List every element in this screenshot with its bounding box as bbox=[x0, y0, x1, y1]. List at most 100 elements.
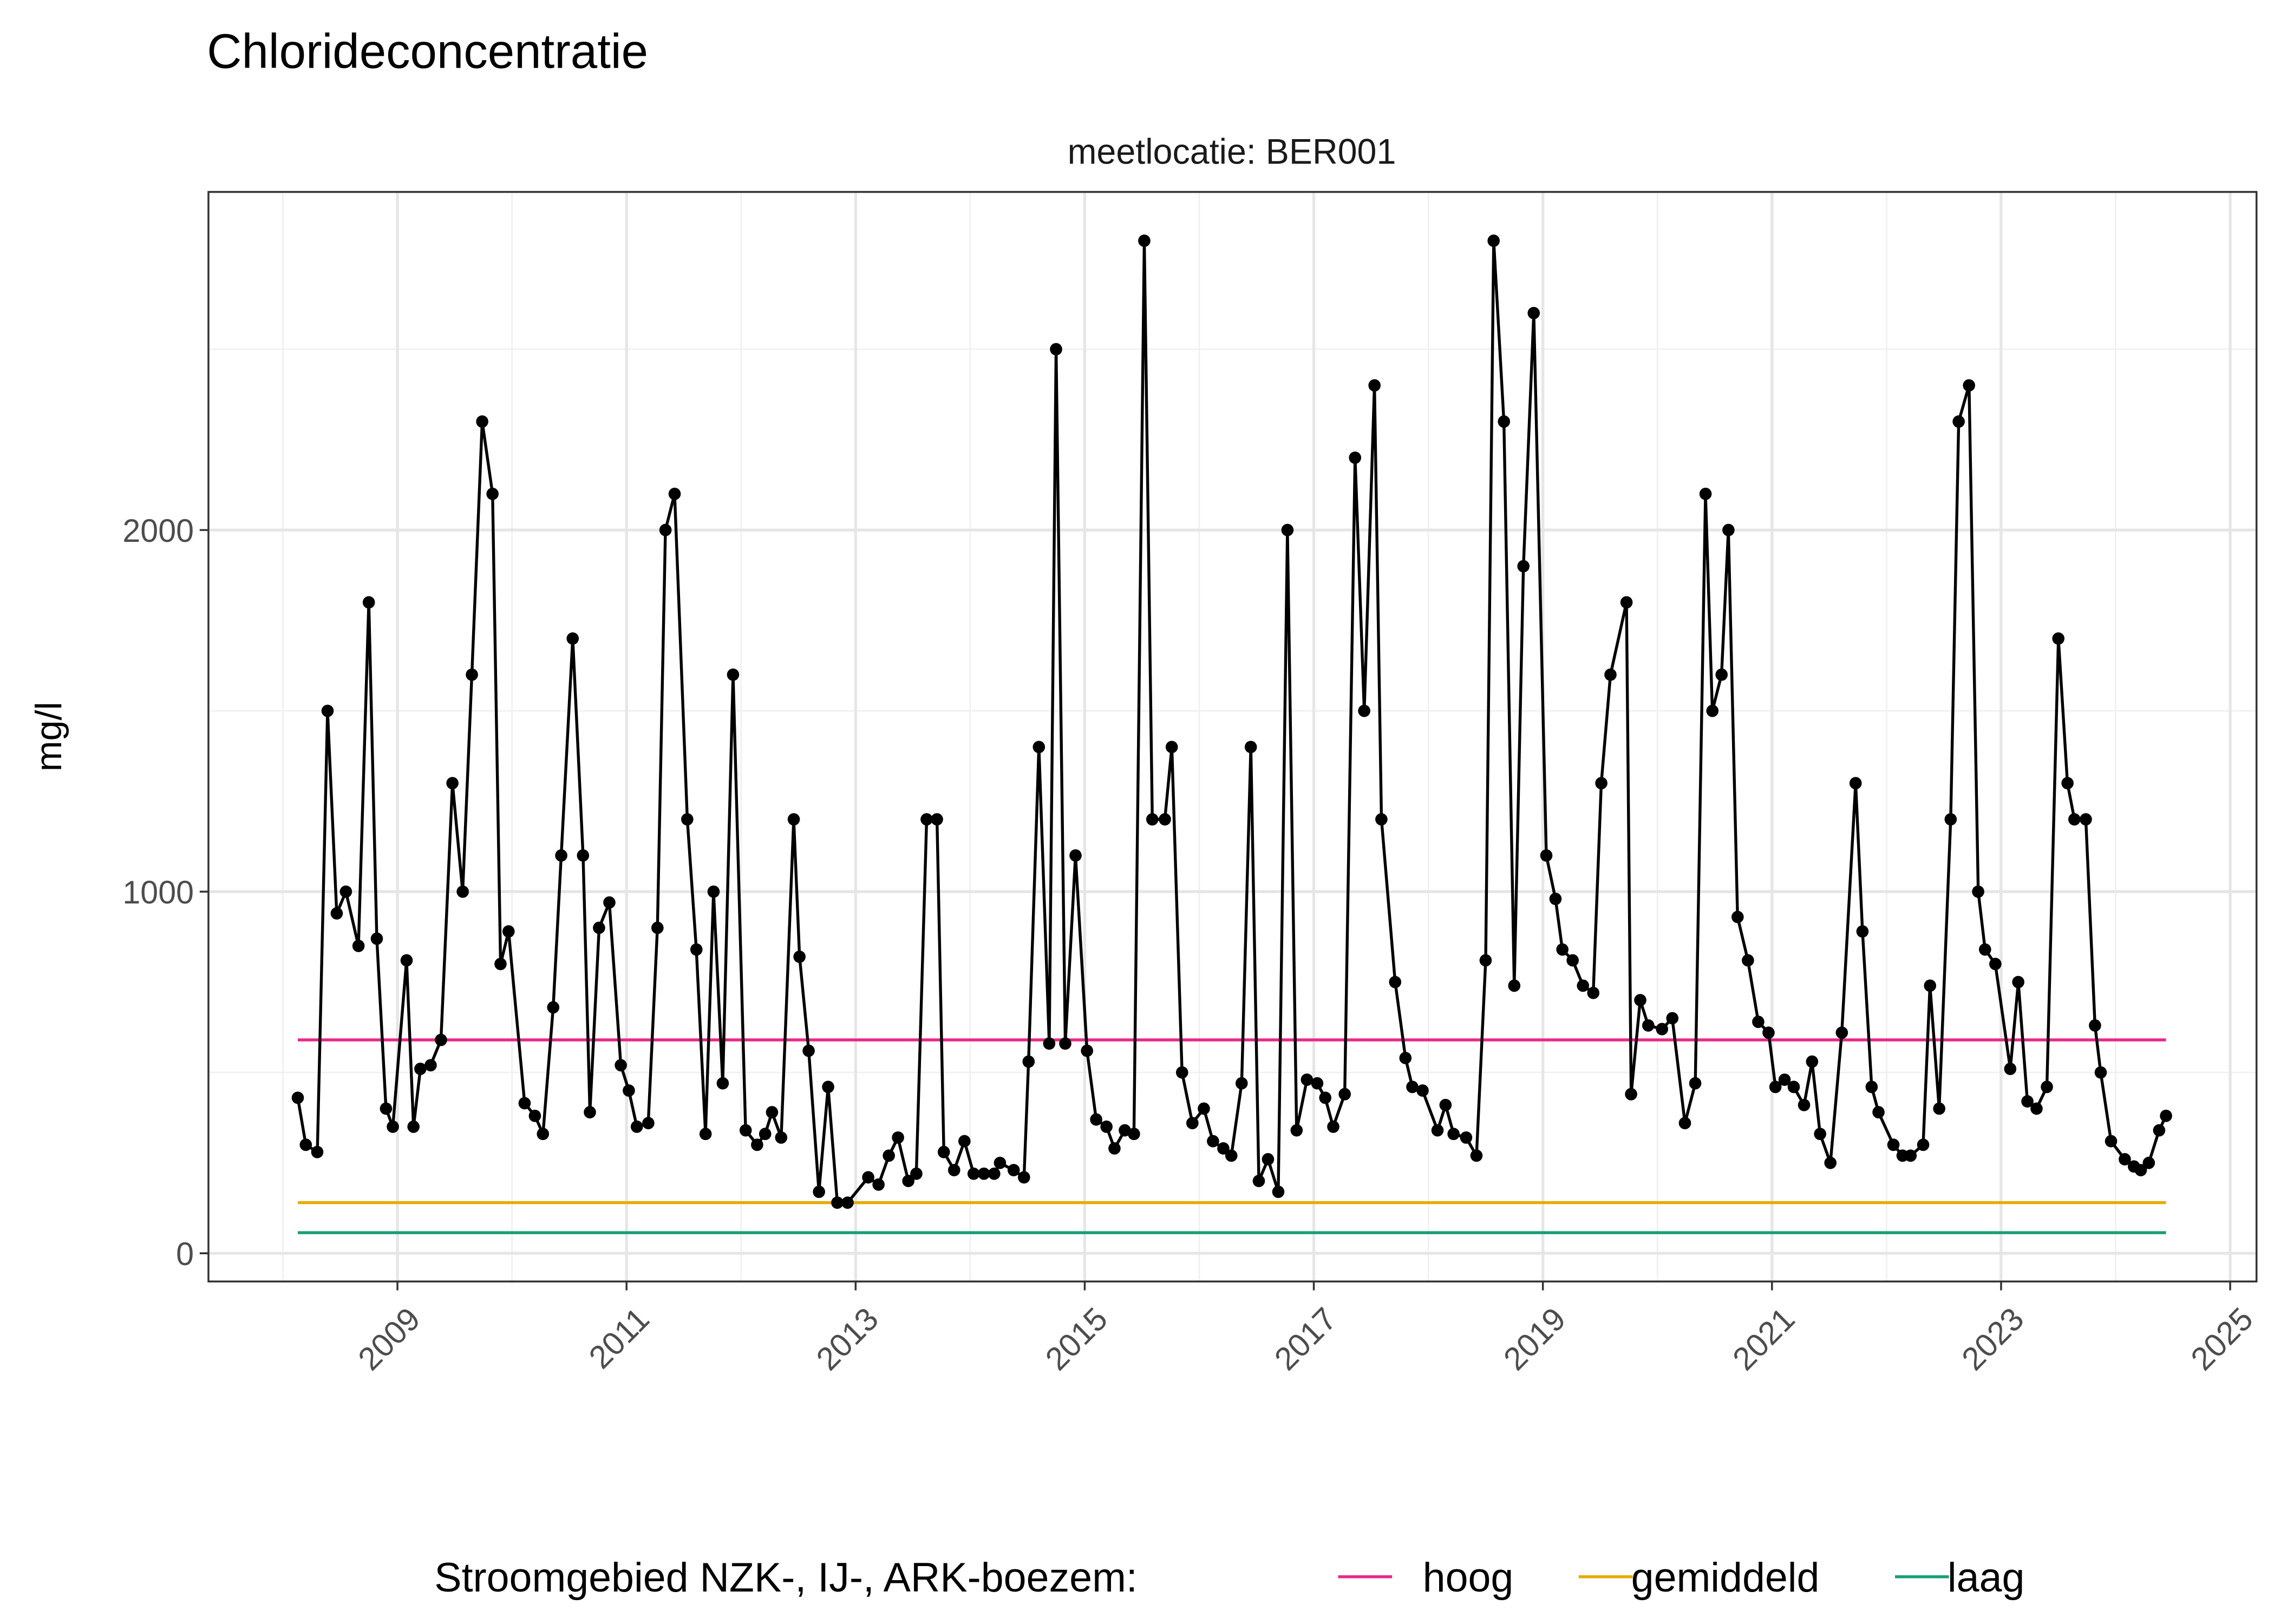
data-point bbox=[1656, 1023, 1669, 1036]
data-point bbox=[1849, 777, 1862, 790]
data-point bbox=[1706, 704, 1719, 717]
data-point bbox=[494, 958, 507, 971]
data-point bbox=[1311, 1077, 1324, 1090]
data-point bbox=[623, 1084, 635, 1097]
data-point bbox=[1175, 1066, 1188, 1079]
x-tick-label: 2009 bbox=[351, 1300, 427, 1377]
data-point bbox=[1752, 1016, 1765, 1029]
data-point bbox=[1431, 1124, 1444, 1137]
data-point bbox=[566, 632, 579, 645]
data-point bbox=[321, 704, 334, 717]
data-point bbox=[1978, 943, 1991, 956]
data-point bbox=[775, 1131, 788, 1144]
legend-label-laag: laag bbox=[1948, 1555, 2024, 1601]
data-point bbox=[920, 813, 933, 826]
data-point bbox=[681, 813, 694, 826]
data-point bbox=[1439, 1098, 1452, 1111]
data-point bbox=[1722, 523, 1735, 536]
data-point bbox=[1715, 668, 1728, 681]
data-point bbox=[1022, 1055, 1035, 1068]
x-tick-label: 2015 bbox=[1038, 1300, 1114, 1377]
data-point bbox=[1207, 1135, 1219, 1148]
data-point bbox=[1806, 1055, 1819, 1068]
data-point bbox=[1479, 954, 1492, 967]
data-point bbox=[1389, 975, 1402, 988]
legend-label-hoog: hoog bbox=[1423, 1555, 1514, 1601]
data-point bbox=[1904, 1149, 1917, 1162]
data-point bbox=[387, 1120, 399, 1133]
data-point bbox=[456, 885, 469, 898]
chart-title: Chlorideconcentratie bbox=[207, 24, 648, 78]
data-point bbox=[1517, 560, 1530, 573]
data-point bbox=[1887, 1138, 1900, 1151]
legend: Stroomgebied NZK-, IJ-, ARK-boezem: hoog… bbox=[434, 1555, 2024, 1601]
data-point bbox=[1159, 813, 1171, 826]
data-point bbox=[892, 1131, 904, 1144]
data-point bbox=[1587, 986, 1600, 999]
y-tick-label: 1000 bbox=[122, 874, 194, 911]
data-point bbox=[1933, 1102, 1945, 1115]
data-point bbox=[902, 1175, 914, 1188]
data-point bbox=[937, 1145, 950, 1158]
data-point bbox=[1447, 1128, 1460, 1141]
data-point bbox=[1186, 1117, 1199, 1130]
data-point bbox=[1470, 1149, 1483, 1162]
data-point bbox=[555, 849, 567, 862]
data-point bbox=[1119, 1124, 1131, 1137]
data-point bbox=[1824, 1156, 1837, 1169]
y-axis-title: mg/l bbox=[29, 702, 69, 772]
data-point bbox=[1252, 1175, 1265, 1188]
data-point bbox=[1778, 1073, 1791, 1086]
x-tick-label: 2017 bbox=[1267, 1300, 1343, 1377]
data-point bbox=[2021, 1095, 2034, 1108]
data-point bbox=[1549, 893, 1562, 905]
data-point bbox=[2153, 1124, 2166, 1137]
data-point bbox=[1059, 1037, 1071, 1050]
data-point bbox=[1198, 1102, 1210, 1115]
data-point bbox=[1540, 849, 1553, 862]
data-point bbox=[1217, 1142, 1230, 1155]
data-point bbox=[1872, 1106, 1885, 1119]
data-point bbox=[380, 1102, 393, 1115]
data-point bbox=[931, 813, 943, 826]
axes: 2009 2011 2013 2015 2017 2019 2021 2023 2025 0 100… bbox=[122, 513, 2259, 1378]
data-point bbox=[872, 1178, 885, 1191]
data-point bbox=[759, 1128, 772, 1141]
data-point bbox=[2068, 813, 2081, 826]
data-point bbox=[1595, 777, 1608, 790]
data-point bbox=[1769, 1081, 1782, 1093]
data-point bbox=[958, 1135, 971, 1148]
data-point bbox=[291, 1091, 304, 1104]
data-point bbox=[1666, 1012, 1679, 1025]
x-tick-label: 2025 bbox=[2184, 1300, 2259, 1377]
x-tick-label: 2011 bbox=[582, 1300, 656, 1376]
data-point bbox=[2160, 1109, 2172, 1122]
data-point bbox=[1338, 1088, 1351, 1101]
data-point bbox=[2105, 1135, 2118, 1148]
data-point bbox=[2089, 1019, 2101, 1032]
data-point bbox=[1989, 958, 2002, 971]
data-point bbox=[988, 1167, 1001, 1180]
data-point bbox=[1081, 1044, 1093, 1057]
y-tick-label: 0 bbox=[176, 1236, 194, 1272]
data-point bbox=[1487, 234, 1500, 247]
data-point bbox=[1865, 1081, 1878, 1093]
data-point bbox=[1642, 1019, 1655, 1032]
data-point bbox=[2030, 1102, 2043, 1115]
data-point bbox=[793, 950, 806, 963]
data-point bbox=[1856, 925, 1869, 938]
data-point bbox=[727, 668, 740, 681]
data-point bbox=[1952, 415, 1965, 428]
data-point bbox=[1017, 1171, 1030, 1184]
data-point bbox=[1349, 451, 1362, 464]
data-point bbox=[1399, 1051, 1412, 1064]
data-point bbox=[1319, 1091, 1332, 1104]
data-point bbox=[1498, 415, 1511, 428]
data-point bbox=[841, 1196, 854, 1209]
data-point bbox=[1262, 1153, 1275, 1165]
legend-title: Stroomgebied NZK-, IJ-, ARK-boezem: bbox=[434, 1555, 1137, 1601]
data-point bbox=[766, 1106, 779, 1119]
data-point bbox=[1290, 1124, 1303, 1137]
data-point bbox=[486, 487, 499, 500]
data-point bbox=[311, 1145, 324, 1158]
